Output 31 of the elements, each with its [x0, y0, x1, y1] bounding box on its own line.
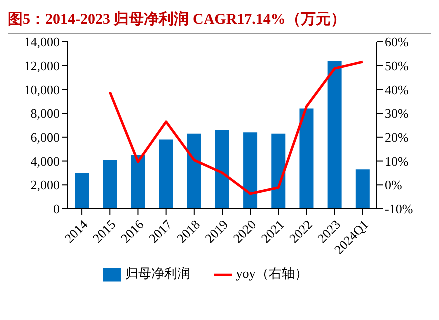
bar	[187, 134, 202, 209]
y-tick-label: 12,000	[24, 58, 60, 74]
y2-tick-label: -10%	[385, 202, 414, 217]
chart-title: 图5：2014-2023 归母净利润 CAGR17.14%（万元）	[8, 8, 431, 34]
y2-tick-label: 10%	[385, 154, 409, 169]
y-tick-label: 8,000	[30, 106, 60, 122]
bar	[300, 108, 314, 209]
y-tick-label: 10,000	[24, 82, 60, 98]
bar	[75, 173, 89, 209]
y-tick-label: 6,000	[30, 130, 60, 146]
y-tick-label: 14,000	[24, 34, 60, 50]
bar	[328, 61, 342, 209]
bar	[272, 134, 286, 209]
bar	[103, 160, 118, 209]
y2-tick-label: 60%	[385, 34, 409, 50]
bar	[159, 140, 174, 209]
y2-tick-label: 0%	[385, 178, 402, 193]
y2-tick-label: 40%	[385, 82, 409, 98]
y-tick-label: 0	[54, 202, 60, 217]
bar	[356, 170, 370, 209]
line-series	[108, 60, 364, 196]
y2-tick-label: 50%	[385, 58, 409, 74]
y-tick-label: 4,000	[30, 154, 60, 169]
y2-tick-label: 20%	[385, 130, 409, 146]
legend-label: yoy（右轴）	[236, 266, 308, 281]
bar	[215, 130, 230, 209]
bar	[131, 155, 146, 209]
bar	[244, 132, 258, 209]
y2-tick-label: 30%	[385, 106, 409, 122]
y-tick-label: 2,000	[30, 178, 60, 193]
legend-label: 归母净利润	[125, 266, 190, 281]
